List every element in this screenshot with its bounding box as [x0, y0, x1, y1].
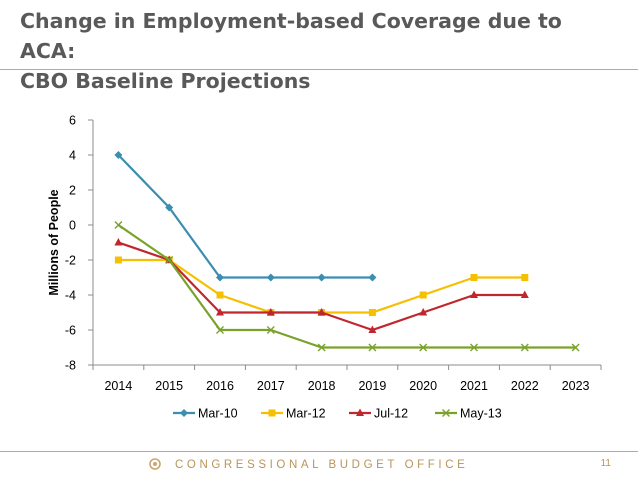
series-line-mar-12	[118, 258, 525, 314]
data-point-mar-10	[165, 203, 174, 212]
x-tick-label: 2018	[308, 379, 336, 393]
series-mar-12	[114, 256, 529, 316]
data-point-may-13	[165, 256, 174, 264]
data-point-jul-12	[266, 308, 275, 316]
data-point-may-13	[419, 343, 428, 352]
series-line-mar-10	[117, 154, 373, 279]
title-line-1: Change in Employment-based Coverage due …	[20, 9, 562, 63]
slide-title: Change in Employment-based Coverage due …	[20, 6, 620, 96]
legend-label: Jul-12	[374, 407, 408, 421]
data-point-jul-12	[520, 290, 529, 298]
legend-item-jul-12: Jul-12	[349, 407, 408, 421]
data-point-mar-12	[521, 274, 529, 281]
y-tick-label: -6	[65, 324, 76, 338]
y-tick-label: 2	[69, 184, 76, 198]
y-axis-title: Millions of People	[47, 189, 61, 295]
series-line-jul-12	[118, 241, 525, 332]
data-point-jul-12	[470, 290, 478, 298]
line-chart: 6 4 2 0 -2 -4 -6 -8 2014 2015 2016 2017 2018 2019 2020…	[47, 114, 602, 421]
data-point-mar-12	[470, 274, 478, 281]
data-point-may-13	[317, 343, 326, 352]
data-point-may-13	[114, 221, 123, 229]
y-tick-label: -8	[65, 359, 76, 373]
data-point-jul-12	[419, 308, 428, 316]
title-line-2: CBO Baseline Projections	[20, 69, 311, 93]
x-tick-label: 2014	[104, 379, 132, 393]
data-point-may-13	[266, 326, 275, 334]
legend-label: Mar-12	[286, 407, 326, 421]
legend-swatch-marker	[442, 409, 450, 417]
data-point-mar-12	[368, 309, 376, 316]
data-point-mar-10	[266, 273, 275, 282]
legend-item-mar-10: Mar-10	[173, 407, 238, 421]
x-tick-label: 2020	[409, 379, 437, 393]
data-point-may-13	[216, 326, 224, 334]
legend-item-mar-12: Mar-12	[261, 407, 326, 421]
x-tick-label: 2017	[257, 379, 285, 393]
series-jul-12	[114, 238, 529, 333]
legend-item-may-13: May-13	[435, 407, 502, 421]
series-may-13	[114, 221, 580, 352]
data-point-may-13	[571, 343, 580, 352]
cbo-logo-icon	[149, 458, 161, 470]
data-point-may-13	[520, 343, 529, 352]
data-point-jul-12	[114, 238, 123, 246]
series-line-may-13	[117, 224, 576, 349]
data-point-jul-12	[368, 325, 377, 333]
x-tick-label: 2021	[460, 379, 488, 393]
data-point-mar-10	[317, 273, 326, 282]
data-point-mar-12	[114, 256, 122, 264]
data-point-mar-10	[368, 273, 377, 282]
title-divider	[0, 69, 638, 70]
x-tick-label: 2015	[155, 379, 183, 393]
data-point-mar-12	[216, 291, 224, 299]
data-point-mar-10	[216, 273, 224, 282]
legend-label: May-13	[460, 407, 502, 421]
legend-swatch-marker	[180, 409, 188, 417]
y-tick-label: -4	[65, 289, 76, 303]
y-tick-label: -2	[65, 254, 76, 268]
data-point-jul-12	[216, 308, 224, 316]
page-number: 11	[600, 458, 611, 469]
footer-divider	[0, 451, 638, 452]
x-tick-label: 2016	[206, 379, 234, 393]
y-tick-label: 4	[69, 149, 76, 163]
legend-swatch-marker	[356, 408, 364, 416]
data-point-may-13	[470, 343, 478, 352]
legend-swatch-marker	[268, 409, 276, 417]
y-tick-label: 6	[69, 114, 76, 128]
x-tick-label: 2023	[562, 379, 590, 393]
footer-org-name: CONGRESSIONAL BUDGET OFFICE	[175, 459, 469, 471]
data-point-mar-10	[114, 151, 123, 159]
legend: Mar-10 Mar-12 Jul-12 May-13	[173, 407, 502, 421]
series-mar-10	[114, 151, 377, 282]
legend-label: Mar-10	[198, 407, 238, 421]
data-point-mar-12	[419, 291, 427, 299]
y-tick-label: 0	[69, 219, 76, 233]
x-tick-label: 2019	[358, 379, 386, 393]
data-point-jul-12	[317, 308, 326, 316]
data-point-may-13	[368, 343, 377, 352]
x-tick-label: 2022	[511, 379, 539, 393]
